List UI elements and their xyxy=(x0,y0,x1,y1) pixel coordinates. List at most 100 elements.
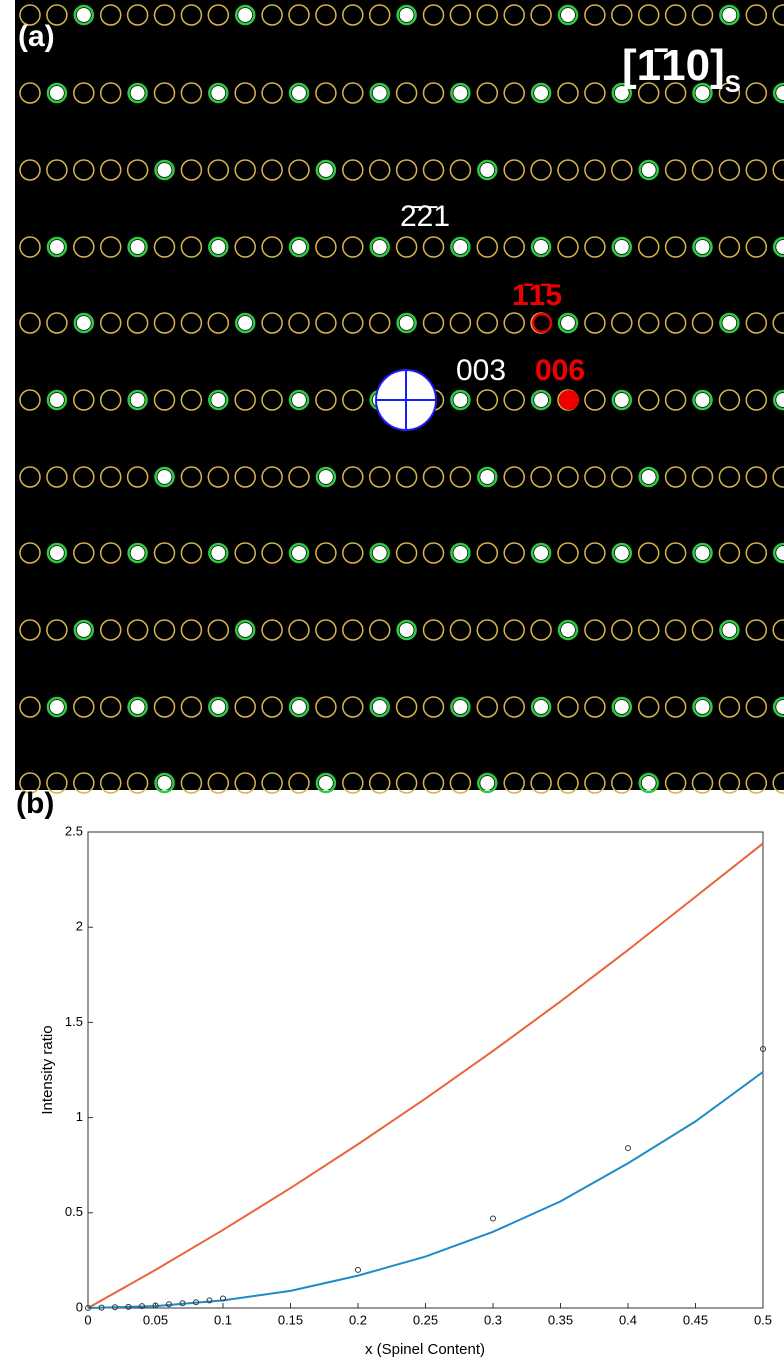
bright-spot xyxy=(534,546,548,560)
bright-spot xyxy=(373,240,387,254)
bright-spot xyxy=(453,546,467,560)
x-tick-label: 0.2 xyxy=(349,1312,367,1327)
curve xyxy=(88,1072,763,1308)
bright-spot xyxy=(131,86,145,100)
bright-spot xyxy=(211,546,225,560)
bright-spot xyxy=(534,86,548,100)
bright-spot xyxy=(292,86,306,100)
bright-spot xyxy=(480,776,494,790)
bright-spot xyxy=(50,393,64,407)
x-tick-label: 0.5 xyxy=(754,1312,772,1327)
bright-spot xyxy=(453,240,467,254)
x-tick-label: 0.1 xyxy=(214,1312,232,1327)
bright-spot xyxy=(534,393,548,407)
data-point xyxy=(356,1267,361,1272)
curve xyxy=(88,843,763,1308)
bright-spot xyxy=(319,163,333,177)
bright-spot xyxy=(158,163,172,177)
bright-spot xyxy=(480,470,494,484)
zone-axis-text: [1̄10] xyxy=(622,41,725,90)
bright-spot xyxy=(534,700,548,714)
x-tick-label: 0.15 xyxy=(278,1312,303,1327)
bright-spot xyxy=(534,240,548,254)
bright-spot xyxy=(292,546,306,560)
bright-spot xyxy=(131,240,145,254)
x-tick-label: 0.3 xyxy=(484,1312,502,1327)
bright-spot xyxy=(292,240,306,254)
x-tick-label: 0 xyxy=(84,1312,91,1327)
bright-spot xyxy=(131,700,145,714)
data-point xyxy=(626,1146,631,1151)
panel-label: (a) xyxy=(18,20,55,53)
bright-spot xyxy=(158,776,172,790)
bright-spot xyxy=(480,163,494,177)
bright-spot xyxy=(50,700,64,714)
x-tick-label: 0.05 xyxy=(143,1312,168,1327)
bright-spot xyxy=(319,776,333,790)
bright-spot xyxy=(77,316,91,330)
x-axis-label: x (Spinel Content) xyxy=(365,1341,485,1358)
bright-spot xyxy=(561,8,575,22)
bright-spot xyxy=(722,623,736,637)
bright-spot xyxy=(238,8,252,22)
bright-spot xyxy=(211,86,225,100)
panel-label: (b) xyxy=(16,787,54,820)
bright-spot xyxy=(50,546,64,560)
figure: (a) [1̄10]S 2̄2̄1 1̄1̄5 003 006 (b) x (S… xyxy=(0,0,784,1365)
bright-spot xyxy=(453,393,467,407)
bright-spot xyxy=(453,700,467,714)
y-tick-label: 2.5 xyxy=(65,823,83,838)
bright-spot xyxy=(373,700,387,714)
spot-label: 1̄1̄5 xyxy=(512,279,562,312)
bright-spot xyxy=(561,623,575,637)
bright-spot xyxy=(561,316,575,330)
bright-spot xyxy=(77,8,91,22)
zone-axis-sub: S xyxy=(725,71,741,98)
bright-spot xyxy=(50,240,64,254)
bright-spot xyxy=(696,546,710,560)
bright-spot xyxy=(453,86,467,100)
bright-spot xyxy=(238,316,252,330)
x-tick-label: 0.35 xyxy=(548,1312,573,1327)
bright-spot xyxy=(50,86,64,100)
bright-spot xyxy=(696,393,710,407)
bright-spot xyxy=(615,240,629,254)
bright-spot xyxy=(211,393,225,407)
bright-spot xyxy=(696,240,710,254)
y-tick-label: 0.5 xyxy=(65,1204,83,1219)
bright-spot xyxy=(131,546,145,560)
bright-spot xyxy=(642,163,656,177)
spot-label: 006 xyxy=(535,354,585,387)
bright-spot xyxy=(373,86,387,100)
x-tick-label: 0.4 xyxy=(619,1312,637,1327)
red-spot xyxy=(559,390,579,410)
bright-spot xyxy=(238,623,252,637)
bright-spot xyxy=(211,240,225,254)
bright-spot xyxy=(77,623,91,637)
bright-spot xyxy=(292,700,306,714)
data-point xyxy=(491,1216,496,1221)
bright-spot xyxy=(642,470,656,484)
y-tick-label: 1.5 xyxy=(65,1014,83,1029)
y-tick-label: 2 xyxy=(76,919,83,934)
bright-spot xyxy=(400,8,414,22)
x-tick-label: 0.25 xyxy=(413,1312,438,1327)
plot-frame xyxy=(88,832,763,1308)
bright-spot xyxy=(615,393,629,407)
bright-spot xyxy=(615,700,629,714)
spot-label: 003 xyxy=(456,354,506,387)
bright-spot xyxy=(722,8,736,22)
bright-spot xyxy=(400,316,414,330)
bright-spot xyxy=(696,700,710,714)
bright-spot xyxy=(642,776,656,790)
bright-spot xyxy=(722,316,736,330)
bright-spot xyxy=(319,470,333,484)
spot-label: 2̄2̄1 xyxy=(400,200,450,233)
bright-spot xyxy=(400,623,414,637)
x-tick-label: 0.45 xyxy=(683,1312,708,1327)
bright-spot xyxy=(211,700,225,714)
bright-spot xyxy=(158,470,172,484)
y-tick-label: 1 xyxy=(76,1109,83,1124)
bright-spot xyxy=(373,546,387,560)
y-axis-label: Intensity ratio xyxy=(39,1025,56,1114)
